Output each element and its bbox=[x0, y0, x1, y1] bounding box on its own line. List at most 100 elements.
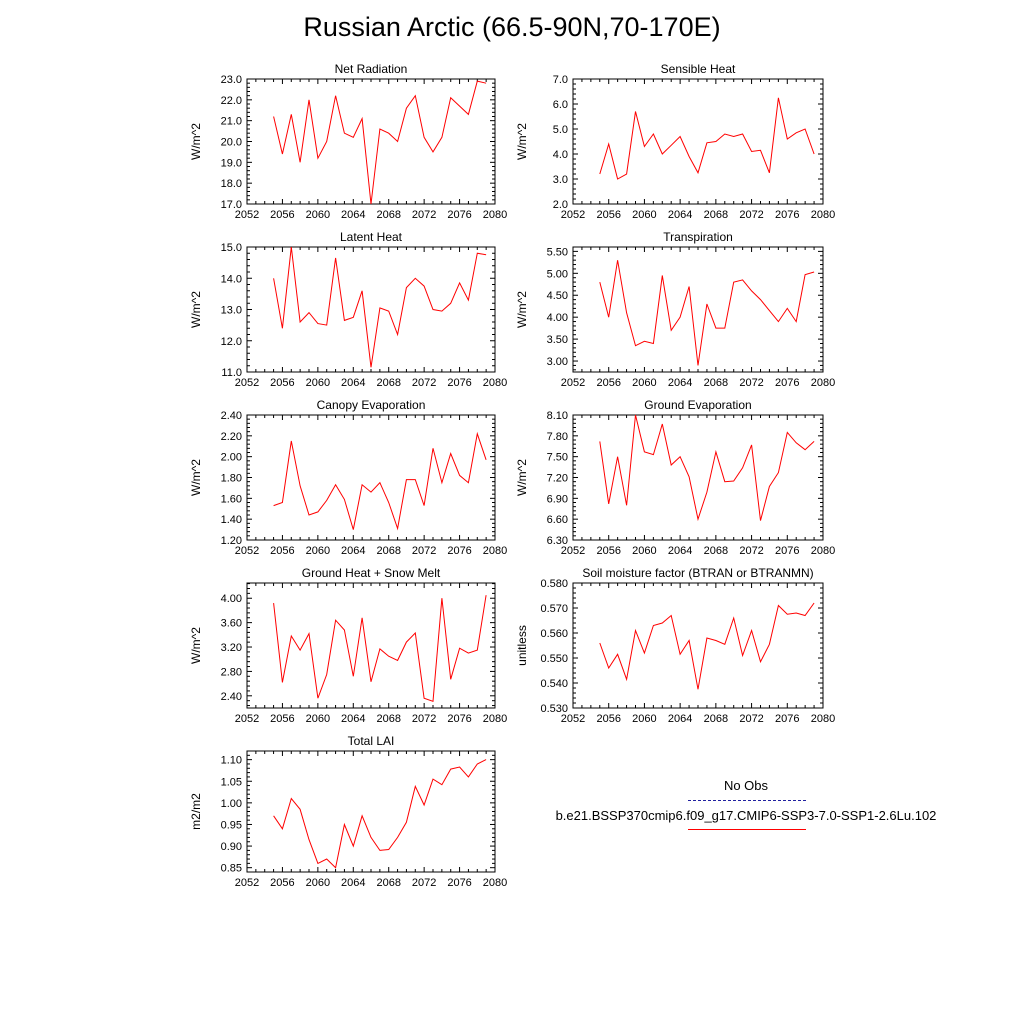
y-tick-label: 2.20 bbox=[221, 431, 242, 443]
x-tick-label: 2060 bbox=[306, 877, 330, 889]
y-tick-label: 3.50 bbox=[547, 334, 568, 346]
y-tick-label: 0.570 bbox=[540, 603, 568, 615]
y-axis-label: unitless bbox=[515, 625, 529, 666]
x-tick-label: 2060 bbox=[632, 377, 656, 389]
panel-8: Total LAI m2/m2 2052 2056 2060 2064 2068 2072 20… bbox=[189, 734, 507, 889]
y-tick-label: 1.00 bbox=[221, 798, 242, 810]
y-tick-label: 5.0 bbox=[553, 124, 568, 136]
x-tick-label: 2068 bbox=[376, 545, 400, 557]
x-tick-label: 2056 bbox=[596, 209, 620, 221]
panel-title: Canopy Evaporation bbox=[317, 398, 426, 412]
y-tick-label: 7.80 bbox=[547, 431, 568, 443]
series-line bbox=[273, 80, 487, 205]
y-tick-label: 5.50 bbox=[547, 246, 568, 258]
y-tick-label: 1.05 bbox=[221, 776, 242, 788]
panel-3: Transpiration W/m^2 2052 2056 2060 2064 2068 20… bbox=[515, 230, 835, 389]
y-tick-label: 1.10 bbox=[221, 755, 242, 767]
x-tick-label: 2072 bbox=[739, 209, 763, 221]
plot-frame bbox=[246, 78, 496, 205]
series-line bbox=[599, 602, 815, 690]
x-tick-label: 2068 bbox=[704, 713, 728, 725]
y-tick-label: 5.00 bbox=[547, 268, 568, 280]
y-tick-label: 0.550 bbox=[540, 653, 568, 665]
legend-run-label: b.e21.BSSP370cmip6.f09_g17.CMIP6-SSP3-7.… bbox=[555, 808, 937, 823]
y-tick-label: 0.560 bbox=[540, 628, 568, 640]
x-tick-label: 2080 bbox=[483, 377, 507, 389]
x-tick-label: 2080 bbox=[483, 877, 507, 889]
y-tick-label: 4.0 bbox=[553, 149, 568, 161]
plot-frame bbox=[572, 246, 824, 373]
series-line bbox=[599, 260, 815, 366]
x-tick-label: 2064 bbox=[668, 545, 692, 557]
x-tick-label: 2060 bbox=[306, 377, 330, 389]
y-tick-label: 6.90 bbox=[547, 493, 568, 505]
x-tick-label: 2080 bbox=[811, 713, 835, 725]
plot-frame bbox=[572, 78, 824, 205]
y-axis-label: W/m^2 bbox=[189, 459, 203, 496]
y-tick-label: 15.0 bbox=[221, 242, 242, 254]
x-tick-label: 2076 bbox=[775, 713, 799, 725]
x-tick-label: 2072 bbox=[739, 377, 763, 389]
x-tick-label: 2068 bbox=[376, 209, 400, 221]
panel-1: Sensible Heat W/m^2 2052 2056 2060 2064 2068 20… bbox=[515, 62, 835, 221]
x-tick-label: 2072 bbox=[739, 713, 763, 725]
series-line bbox=[599, 414, 815, 522]
panel-title: Soil moisture factor (BTRAN or BTRANMN) bbox=[582, 566, 813, 580]
series-line bbox=[273, 595, 487, 702]
y-tick-label: 7.0 bbox=[553, 74, 568, 86]
panel-7: Soil moisture factor (BTRAN or BTRANMN) u… bbox=[515, 566, 835, 725]
x-tick-label: 2056 bbox=[270, 209, 294, 221]
x-tick-label: 2060 bbox=[306, 713, 330, 725]
x-tick-label: 2080 bbox=[811, 377, 835, 389]
x-tick-label: 2056 bbox=[270, 377, 294, 389]
x-tick-label: 2068 bbox=[376, 377, 400, 389]
y-tick-label: 1.60 bbox=[221, 493, 242, 505]
y-tick-label: 3.20 bbox=[221, 642, 242, 654]
x-tick-label: 2068 bbox=[704, 377, 728, 389]
x-tick-label: 2076 bbox=[447, 545, 471, 557]
x-tick-label: 2072 bbox=[412, 713, 436, 725]
legend-obs-label: No Obs bbox=[723, 778, 769, 793]
x-tick-label: 2076 bbox=[775, 377, 799, 389]
x-tick-label: 2072 bbox=[412, 545, 436, 557]
y-tick-label: 1.20 bbox=[221, 535, 242, 547]
y-tick-label: 0.85 bbox=[221, 863, 242, 875]
page-title: Russian Arctic (66.5-90N,70-170E) bbox=[303, 12, 721, 42]
series-line bbox=[599, 97, 815, 180]
x-tick-label: 2080 bbox=[483, 545, 507, 557]
y-tick-label: 0.530 bbox=[540, 703, 568, 715]
y-tick-label: 22.0 bbox=[221, 95, 242, 107]
y-tick-label: 3.00 bbox=[547, 356, 568, 368]
x-tick-label: 2080 bbox=[811, 209, 835, 221]
panel-0: Net Radiation W/m^2 2052 2056 2060 2064 2068 20… bbox=[189, 62, 507, 221]
y-axis-label: W/m^2 bbox=[189, 291, 203, 328]
y-tick-label: 0.580 bbox=[540, 578, 568, 590]
y-tick-label: 21.0 bbox=[221, 116, 242, 128]
plot-frame bbox=[246, 750, 496, 873]
x-tick-label: 2064 bbox=[668, 713, 692, 725]
y-tick-label: 8.10 bbox=[547, 410, 568, 422]
x-tick-label: 2060 bbox=[306, 209, 330, 221]
x-tick-label: 2064 bbox=[341, 877, 365, 889]
x-tick-label: 2060 bbox=[632, 713, 656, 725]
x-tick-label: 2052 bbox=[561, 209, 585, 221]
y-tick-label: 0.540 bbox=[540, 678, 568, 690]
y-tick-label: 3.0 bbox=[553, 174, 568, 186]
series-line bbox=[273, 246, 487, 368]
y-tick-label: 2.00 bbox=[221, 452, 242, 464]
x-tick-label: 2080 bbox=[483, 209, 507, 221]
y-axis-label: m2/m2 bbox=[189, 793, 203, 830]
x-tick-label: 2052 bbox=[235, 545, 259, 557]
x-tick-label: 2056 bbox=[270, 877, 294, 889]
panel-title: Sensible Heat bbox=[661, 62, 736, 76]
x-tick-label: 2064 bbox=[341, 377, 365, 389]
y-axis-label: W/m^2 bbox=[189, 123, 203, 160]
x-tick-label: 2072 bbox=[412, 377, 436, 389]
y-tick-label: 17.0 bbox=[221, 199, 242, 211]
panel-title: Total LAI bbox=[348, 734, 395, 748]
x-tick-label: 2064 bbox=[668, 377, 692, 389]
panel-title: Ground Evaporation bbox=[644, 398, 751, 412]
x-tick-label: 2056 bbox=[596, 713, 620, 725]
y-tick-label: 18.0 bbox=[221, 178, 242, 190]
